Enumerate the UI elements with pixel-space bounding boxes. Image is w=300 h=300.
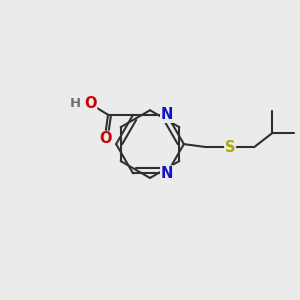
Text: O: O bbox=[84, 95, 97, 110]
Text: H: H bbox=[70, 97, 81, 110]
Text: O: O bbox=[99, 131, 111, 146]
Text: S: S bbox=[225, 140, 235, 154]
Text: N: N bbox=[161, 166, 173, 181]
Text: N: N bbox=[161, 107, 173, 122]
